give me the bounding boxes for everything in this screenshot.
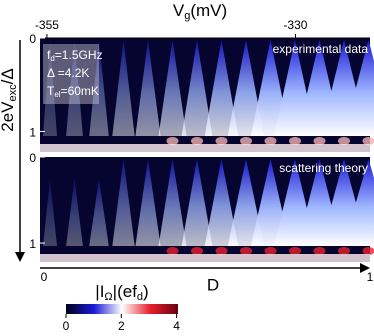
pattern-triangle: [204, 40, 239, 136]
left-axis-label: 2eVexc/Δ: [0, 68, 19, 131]
pattern-triangle: [43, 179, 57, 246]
pattern-triangle: [89, 40, 109, 136]
pattern-peak: [166, 247, 179, 255]
x-tick-label: -355: [35, 18, 59, 32]
pattern-triangle: [112, 159, 135, 246]
pattern-peak: [313, 137, 326, 145]
pattern-triangle: [204, 159, 239, 246]
top-axis-label: Vg(mV): [173, 1, 227, 21]
y-tick-label: 0: [29, 151, 36, 165]
pattern-triangle: [227, 40, 265, 136]
parameter: Δ =4.2K: [47, 66, 89, 80]
panel-annotation: experimental data: [273, 42, 369, 56]
pattern-peak: [338, 137, 350, 145]
pattern-peak: [362, 247, 374, 255]
pattern-triangle: [227, 159, 265, 246]
pattern-triangle: [43, 40, 57, 136]
pattern-peak: [264, 137, 277, 145]
colorbar-tick-label: 0: [63, 319, 70, 333]
pattern-triangle: [181, 40, 213, 136]
pattern-triangle: [89, 179, 109, 246]
pattern-triangle: [158, 159, 187, 246]
pattern-peak: [215, 137, 228, 145]
pattern-peak: [191, 137, 203, 145]
pattern-peak: [313, 247, 326, 255]
pattern-triangle: [66, 179, 83, 246]
pattern-peak: [215, 247, 228, 255]
bottom-arrowhead: [360, 263, 370, 273]
parameter-box: [43, 44, 99, 104]
parameter: Tel=60mK: [47, 84, 99, 99]
bottom-axis-label: D: [207, 275, 219, 294]
pattern-peak: [289, 137, 301, 145]
pattern-peak: [240, 137, 252, 145]
colorbar-tick-label: 4: [173, 319, 180, 333]
x-tick-label: 1: [367, 270, 374, 284]
y-tick-label: 1: [29, 126, 36, 140]
parameter: fd=1.5GHz: [47, 48, 103, 63]
pattern-peak: [338, 247, 350, 255]
x-tick-label: 0: [41, 270, 48, 284]
panel-annotation: scattering theory: [279, 161, 368, 175]
heatmaps: [40, 38, 374, 262]
pattern-triangle: [135, 40, 161, 136]
y-tick-label: 0: [29, 32, 36, 46]
left-arrowhead: [15, 252, 25, 262]
pattern-peak: [362, 137, 374, 145]
pattern-triangle: [135, 159, 161, 246]
pattern-peak: [240, 247, 252, 255]
pattern-triangle: [181, 159, 213, 246]
pattern-triangle: [343, 159, 374, 246]
pattern-triangle: [158, 40, 187, 136]
pattern-peak: [289, 247, 301, 255]
pattern-peak: [191, 247, 203, 255]
pattern-triangle: [66, 40, 83, 136]
pattern-triangle: [343, 40, 374, 136]
pattern-floor: [40, 254, 370, 262]
colorbar: [66, 304, 178, 314]
pattern-peak: [166, 137, 179, 145]
y-tick-label: 1: [29, 237, 36, 251]
x-tick-label: -330: [283, 18, 307, 32]
pattern-peak: [264, 247, 277, 255]
pattern-floor: [40, 144, 370, 152]
colorbar-label: |IΩ|(efd): [95, 282, 148, 302]
colorbar-tick-label: 2: [118, 319, 125, 333]
pattern-triangle: [112, 40, 135, 136]
